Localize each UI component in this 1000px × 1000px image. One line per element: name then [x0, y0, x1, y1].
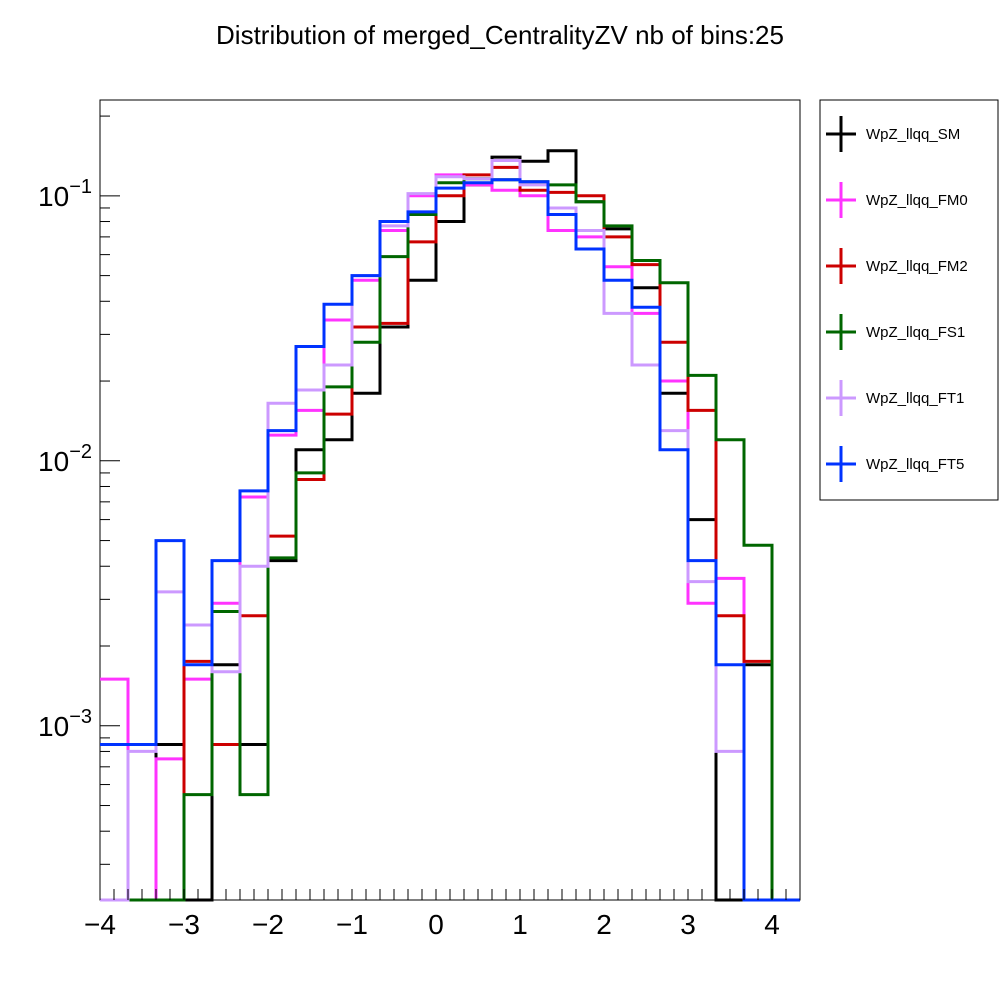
series-line-WpZ_llqq_FS1 — [100, 177, 800, 902]
legend-label: WpZ_llqq_FM0 — [866, 192, 968, 209]
legend-entry-WpZ_llqq_FM0: WpZ_llqq_FM0 — [826, 182, 968, 218]
y-tick-label-exponent: −3 — [69, 706, 92, 728]
series-WpZ_llqq_FT5 — [100, 178, 800, 902]
x-tick-label: 1 — [512, 909, 528, 940]
x-tick-label: −2 — [252, 909, 284, 940]
x-tick-label: 0 — [428, 909, 444, 940]
axis-layer: −4 −3 −2 −1 0 1 2 3 410−310−210−1 — [38, 115, 801, 940]
series-layer — [100, 149, 800, 902]
series-WpZ_llqq_FS1 — [100, 177, 800, 902]
x-tick-label: 4 — [764, 909, 780, 940]
x-tick-label: −3 — [168, 909, 200, 940]
x-tick-label: −4 — [84, 909, 116, 940]
x-tick-label: −1 — [336, 909, 368, 940]
legend-label: WpZ_llqq_FM2 — [866, 258, 968, 275]
legend-entry-WpZ_llqq_FT1: WpZ_llqq_FT1 — [826, 380, 964, 416]
legend-label: WpZ_llqq_FS1 — [866, 324, 965, 341]
x-tick-label: 3 — [680, 909, 696, 940]
plot-frame — [99, 99, 801, 901]
y-tick-label-base: 10 — [38, 181, 69, 212]
legend-entry-WpZ_llqq_FT5: WpZ_llqq_FT5 — [826, 446, 964, 482]
y-tick-label: 10−1 — [38, 176, 92, 212]
legend-label: WpZ_llqq_SM — [866, 126, 960, 143]
series-line-WpZ_llqq_FT5 — [100, 178, 800, 902]
y-tick-label-base: 10 — [38, 711, 69, 742]
y-tick-label-exponent: −1 — [69, 176, 92, 198]
legend-box — [819, 99, 999, 501]
legend-entry-WpZ_llqq_FM2: WpZ_llqq_FM2 — [826, 248, 968, 284]
legend-entry-WpZ_llqq_SM: WpZ_llqq_SM — [826, 116, 960, 152]
y-tick-label: 10−2 — [38, 441, 92, 477]
x-tick-label: 2 — [596, 909, 612, 940]
legend-entry-WpZ_llqq_FS1: WpZ_llqq_FS1 — [826, 314, 965, 350]
legend-label: WpZ_llqq_FT5 — [866, 456, 964, 473]
legend: WpZ_llqq_SM WpZ_llqq_FM0 WpZ_llqq_FM2 WpZ_l… — [819, 99, 999, 501]
y-tick-label-base: 10 — [38, 446, 69, 477]
chart-title: Distribution of merged_CentralityZV nb o… — [216, 20, 784, 50]
legend-label: WpZ_llqq_FT1 — [866, 390, 964, 407]
y-tick-label: 10−3 — [38, 706, 92, 742]
y-tick-label-exponent: −2 — [69, 441, 92, 463]
